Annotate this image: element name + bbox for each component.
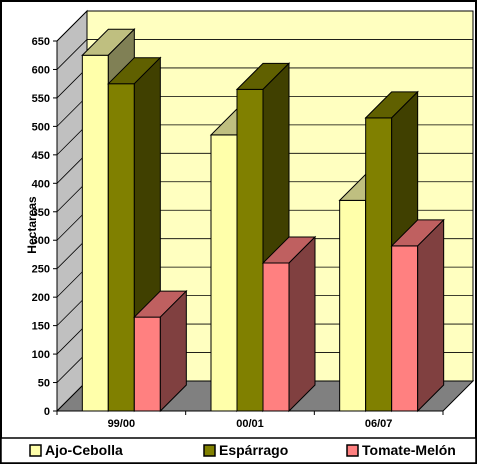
- y-tick-label: 650: [32, 36, 50, 48]
- bar-front: [81, 54, 109, 412]
- gridline: [56, 10, 473, 42]
- bars-group: [81, 28, 445, 413]
- x-tick-label: 06/07: [365, 418, 393, 430]
- y-axis-title: Hectareas: [25, 196, 39, 254]
- bar-front: [210, 134, 238, 412]
- y-tick-label: 550: [32, 93, 50, 105]
- y-tick-label: 100: [32, 349, 50, 361]
- y-tick-label: 500: [32, 121, 50, 133]
- x-axis: 99/00 00/01 06/07: [56, 410, 444, 430]
- y-tick-label: 400: [32, 178, 50, 190]
- y-tick-label: 600: [32, 64, 50, 76]
- bar-front: [133, 316, 161, 412]
- legend-frame: [0, 437, 477, 464]
- y-axis: 0 50 100 150 200 250 300 350 400 450 500 550 600 650: [32, 36, 58, 418]
- bar-side: [159, 289, 187, 413]
- bar-front: [339, 199, 367, 412]
- y-tick-label: 50: [38, 378, 50, 390]
- bar-side: [288, 235, 316, 413]
- bar-front: [391, 245, 419, 412]
- legend-swatch: [203, 444, 216, 457]
- bar-front: [262, 262, 290, 412]
- bar-tomate-melón-06/07: [390, 218, 445, 413]
- legend-label: Tomate-Melón: [362, 442, 456, 458]
- legend-label: Ajo-Cebolla: [45, 442, 123, 458]
- legend-label: Espárrago: [219, 442, 288, 458]
- y-tick-label: 350: [32, 207, 50, 219]
- legend-item: Tomate-Melón: [346, 442, 456, 458]
- y-tick-label: 250: [32, 264, 50, 276]
- legend-item: Espárrago: [203, 442, 288, 458]
- x-tick-label: 00/01: [236, 418, 264, 430]
- y-tick-label: 450: [32, 150, 50, 162]
- bar-front: [107, 83, 135, 412]
- y-tick-label: 300: [32, 235, 50, 247]
- bar-front: [365, 117, 393, 412]
- x-tick-label: 99/00: [108, 418, 136, 430]
- y-tick-label: 200: [32, 292, 50, 304]
- bar-tomate-melón-99/00: [133, 289, 188, 413]
- bar-front: [236, 88, 264, 412]
- gridline: [56, 39, 473, 70]
- legend-swatch: [29, 444, 42, 457]
- bar-side: [417, 218, 445, 413]
- y-tick-label: 0: [44, 406, 50, 418]
- y-tick-label: 150: [32, 321, 50, 333]
- legend-item: Ajo-Cebolla: [29, 442, 123, 458]
- bar-tomate-melón-00/01: [261, 235, 317, 413]
- legend: Ajo-Cebolla Espárrago Tomate-Melón: [0, 437, 477, 464]
- legend-swatch: [346, 444, 359, 457]
